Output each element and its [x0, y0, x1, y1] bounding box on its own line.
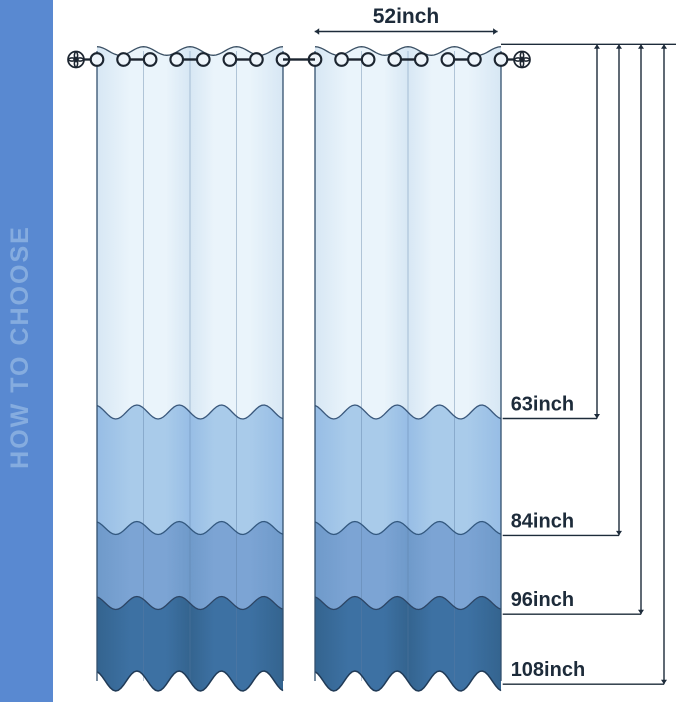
svg-text:108inch: 108inch [511, 659, 585, 681]
svg-text:84inch: 84inch [511, 510, 574, 532]
svg-text:52inch: 52inch [373, 5, 440, 28]
svg-text:96inch: 96inch [511, 589, 574, 611]
svg-text:63inch: 63inch [511, 394, 574, 416]
